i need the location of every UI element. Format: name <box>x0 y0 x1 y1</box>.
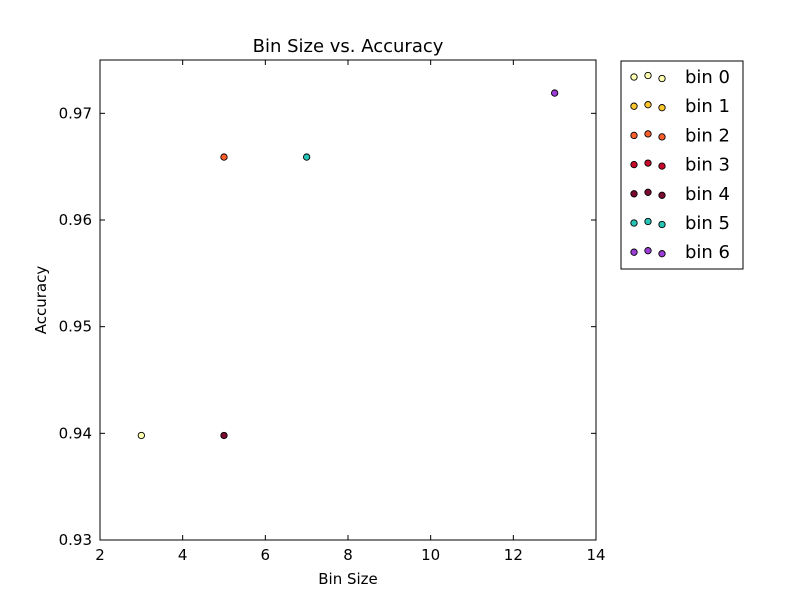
data-point <box>303 153 311 161</box>
legend-marker <box>658 191 666 199</box>
x-tick-label: 10 <box>421 546 440 564</box>
data-point <box>220 153 228 161</box>
legend-frame <box>620 60 744 270</box>
chart-title: Bin Size vs. Accuracy <box>253 36 444 57</box>
legend-marker <box>644 217 652 226</box>
legend-marker <box>658 250 666 258</box>
data-point <box>220 431 228 440</box>
legend-marker <box>658 133 666 141</box>
y-tick-label: 0.96 <box>59 211 92 229</box>
data-point <box>137 431 145 440</box>
legend-marker <box>658 220 666 229</box>
legend-marker <box>630 73 638 81</box>
legend-label: bin 4 <box>685 184 730 205</box>
x-tick-label: 12 <box>504 546 523 564</box>
legend-marker <box>658 162 666 170</box>
legend-marker <box>658 104 666 112</box>
x-tick-label: 8 <box>343 546 353 564</box>
y-tick-label: 0.97 <box>59 104 92 122</box>
axis-ticks: 2 4 6 8 10 12 14 0.93 0.94 0.95 0.96 0.97 <box>59 60 606 564</box>
legend-label: bin 3 <box>685 155 730 176</box>
legend-label: bin 5 <box>685 213 730 234</box>
legend-marker <box>644 247 652 255</box>
legend-marker <box>644 159 652 167</box>
legend-marker <box>644 71 652 80</box>
plot-frame <box>99 59 597 541</box>
y-tick-label: 0.93 <box>59 531 92 549</box>
x-tick-label: 2 <box>95 546 105 564</box>
x-axis-label: Bin Size <box>318 570 378 588</box>
data-point <box>551 89 559 97</box>
legend-marker <box>630 248 638 256</box>
legend-label: bin 6 <box>685 242 730 263</box>
legend-label: bin 2 <box>685 125 730 146</box>
legend: bin 0 bin 1 bin 2 bin 3 bin 4 bin 5 bin 6 <box>620 60 744 270</box>
legend-marker <box>644 130 652 138</box>
x-tick-label: 6 <box>261 546 271 564</box>
y-tick-label: 0.94 <box>59 424 92 442</box>
x-tick-label: 14 <box>586 546 605 564</box>
legend-marker <box>658 74 666 83</box>
x-tick-label: 4 <box>178 546 188 564</box>
y-tick-label: 0.95 <box>59 318 92 336</box>
legend-marker <box>630 160 638 169</box>
legend-marker <box>630 219 638 227</box>
legend-marker <box>630 190 638 198</box>
legend-marker <box>630 102 638 110</box>
legend-label: bin 0 <box>685 67 730 88</box>
legend-marker <box>630 131 638 140</box>
y-axis-label: Accuracy <box>32 266 50 335</box>
legend-marker <box>644 101 652 109</box>
legend-label: bin 1 <box>685 96 730 117</box>
data-points <box>137 89 559 440</box>
legend-marker <box>644 188 652 196</box>
